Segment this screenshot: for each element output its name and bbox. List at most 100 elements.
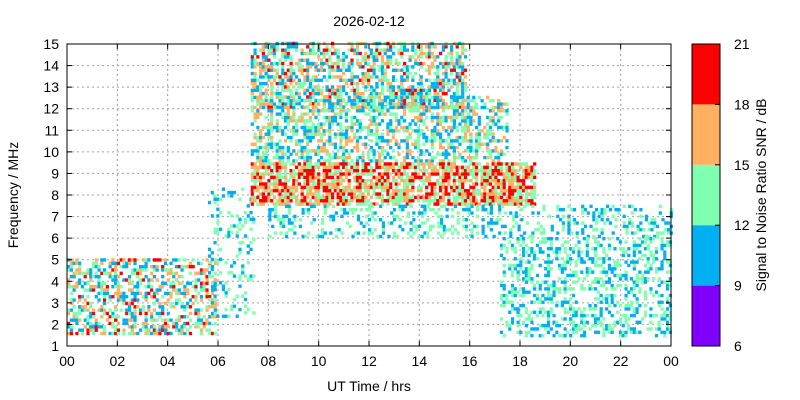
snr-cell — [69, 328, 73, 332]
snr-cell — [350, 78, 354, 82]
snr-cell — [510, 283, 515, 288]
snr-cell — [391, 155, 396, 160]
snr-cell — [207, 200, 212, 205]
snr-cell — [411, 175, 415, 180]
snr-cell — [375, 105, 379, 110]
snr-cell — [477, 189, 481, 193]
snr-cell — [486, 122, 490, 126]
snr-cell — [563, 250, 567, 254]
snr-cell — [665, 320, 670, 324]
snr-cell — [330, 182, 335, 186]
snr-cell — [397, 192, 401, 196]
snr-cell — [301, 211, 305, 215]
snr-cell — [463, 98, 468, 103]
snr-cell — [342, 165, 346, 170]
snr-cell — [411, 91, 415, 96]
snr-cell — [480, 185, 484, 190]
snr-cell — [100, 288, 104, 292]
snr-cell — [361, 125, 365, 130]
snr-cell — [336, 91, 340, 96]
snr-cell — [372, 95, 376, 100]
snr-cell — [243, 304, 248, 308]
snr-cell — [436, 102, 440, 106]
snr-cell — [483, 165, 487, 170]
snr-cell — [202, 271, 206, 276]
snr-cell — [147, 258, 151, 262]
snr-cell — [441, 115, 445, 120]
snr-cell — [133, 285, 137, 289]
snr-cell — [391, 149, 396, 153]
snr-cell — [661, 231, 665, 235]
x-axis-label: UT Time / hrs — [327, 378, 411, 394]
snr-cell — [75, 261, 79, 265]
snr-cell — [458, 75, 462, 79]
snr-cell — [519, 195, 523, 200]
snr-cell — [425, 51, 429, 56]
snr-cell — [180, 268, 184, 272]
snr-cell — [538, 283, 542, 288]
snr-cell — [267, 129, 271, 133]
snr-cell — [581, 204, 585, 209]
snr-cell — [97, 281, 101, 286]
snr-cell — [441, 71, 445, 76]
snr-cell — [455, 109, 459, 113]
snr-cell — [577, 253, 581, 258]
snr-cell — [474, 162, 479, 166]
snr-cell — [513, 189, 517, 193]
snr-cell — [297, 155, 301, 160]
snr-cell — [498, 204, 502, 209]
snr-cell — [150, 278, 154, 282]
snr-cell — [425, 78, 429, 82]
snr-cell — [461, 155, 465, 160]
snr-cell — [505, 122, 509, 126]
snr-cell — [470, 211, 474, 215]
snr-cell — [208, 328, 212, 332]
snr-cell — [618, 303, 623, 308]
snr-cell — [632, 293, 636, 298]
snr-cell — [241, 271, 245, 275]
snr-cell — [330, 61, 335, 66]
snr-cell — [372, 91, 376, 96]
snr-cell — [147, 331, 151, 336]
snr-cell — [355, 165, 360, 170]
snr-cell — [629, 260, 634, 264]
snr-cell — [394, 95, 398, 100]
snr-cell — [397, 119, 401, 123]
snr-cell — [636, 228, 640, 232]
snr-cell — [372, 132, 376, 136]
snr-cell — [380, 189, 385, 193]
snr-cell — [264, 182, 268, 186]
snr-cell — [300, 155, 304, 160]
snr-cell — [199, 328, 204, 332]
snr-cell — [249, 217, 253, 221]
snr-cell — [152, 295, 157, 299]
snr-cell — [275, 45, 279, 49]
snr-cell — [405, 125, 409, 130]
snr-cell — [425, 139, 429, 143]
snr-cell — [358, 135, 362, 140]
snr-cell — [89, 305, 93, 309]
snr-cell — [328, 195, 332, 200]
snr-cell — [339, 132, 343, 136]
snr-cell — [491, 135, 495, 140]
snr-cell — [372, 88, 376, 92]
snr-cell — [289, 195, 293, 200]
snr-cell — [419, 189, 423, 193]
snr-cell — [391, 129, 396, 133]
snr-cell — [325, 192, 329, 196]
snr-cell — [111, 274, 115, 279]
snr-cell — [530, 310, 534, 314]
snr-cell — [613, 263, 617, 268]
snr-cell — [342, 192, 346, 196]
snr-cell — [516, 270, 520, 274]
snr-cell — [408, 165, 412, 170]
snr-cell — [169, 285, 173, 289]
snr-cell — [430, 162, 434, 166]
snr-cell — [455, 85, 459, 89]
colorbar-band — [692, 104, 720, 165]
snr-cell — [322, 95, 326, 99]
snr-cell — [420, 204, 424, 209]
snr-cell — [256, 112, 260, 116]
snr-cell — [83, 288, 87, 292]
snr-cell — [221, 194, 225, 198]
